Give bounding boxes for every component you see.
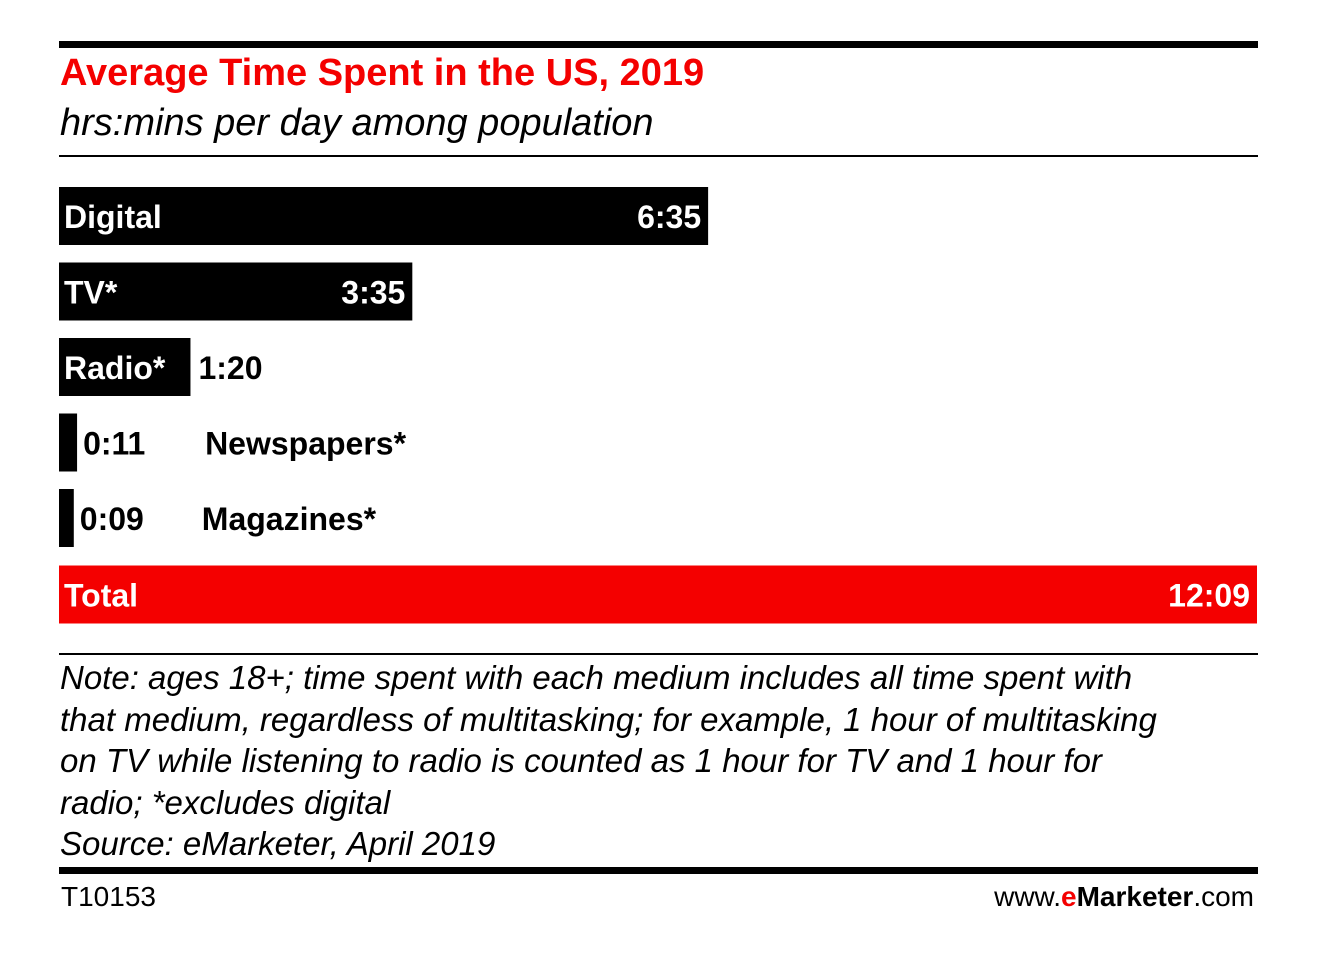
note-line: that medium, regardless of multitasking;… [60,700,1157,738]
bar-category-label: Magazines* [202,501,377,537]
note-divider [59,653,1258,655]
bar-value-label: 3:35 [341,275,405,311]
chart-note: Note: ages 18+; time spent with each med… [60,657,1260,865]
bar-value-label: 0:11 [83,426,145,462]
bar-category-label: Radio* [64,350,166,386]
bar-chart: Digital 6:35 TV* 3:35 Radio* 1:20 0:11 Newspape… [59,187,1257,624]
bar-value-label: 6:35 [637,199,701,235]
bar-2 [59,338,191,396]
total-value-label: 12:09 [1168,578,1250,614]
bar-0 [59,187,709,245]
bar-1 [59,262,413,321]
bar-category-label: Digital [64,199,162,235]
bar-value-label: 0:09 [80,501,144,537]
note-line: radio; *excludes digital [60,783,391,821]
top-rule [59,41,1258,48]
bar-value-label: 1:20 [198,350,262,386]
site-prefix: www. [994,881,1061,912]
site-suffix: .com [1193,881,1254,912]
chart-title: Average Time Spent in the US, 2019 [60,52,705,94]
header-divider [59,155,1258,157]
site-logo-brand: Marketer [1076,881,1194,912]
site-url[interactable]: www.eMarketer.com [994,881,1254,913]
source-line: Source: eMarketer, April 2019 [60,825,496,862]
bar-category-label: Newspapers* [205,426,407,462]
bar-3 [59,413,78,472]
chart-subtitle: hrs:mins per day among population [60,102,654,144]
note-line: on TV while listening to radio is counte… [60,742,1102,779]
bottom-rule [59,867,1258,874]
bar-4 [59,489,74,547]
site-logo-e: e [1061,881,1077,912]
note-line: Note: ages 18+; time spent with each med… [60,659,1133,696]
total-label: Total [64,578,138,614]
bar-category-label: TV* [64,275,118,311]
total-bar [59,565,1257,624]
chart-id: T10153 [61,881,156,912]
